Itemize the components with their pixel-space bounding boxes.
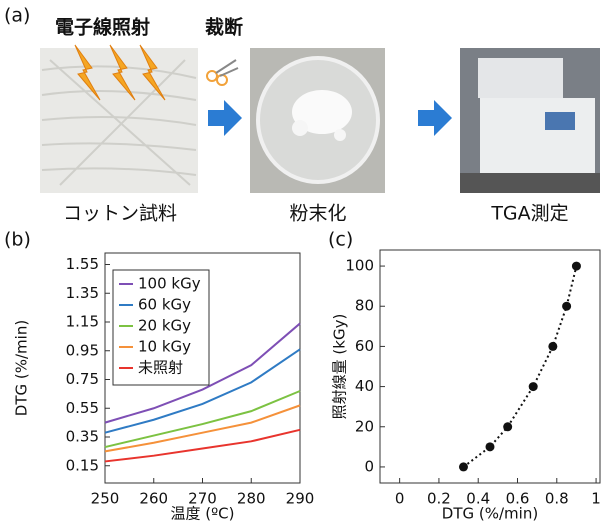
legend-label: 未照射 [138, 359, 183, 377]
y-tick-label: 0.75 [66, 370, 99, 388]
x-tick-label: 0 [395, 490, 405, 508]
legend-label: 100 kGy [138, 275, 201, 293]
cotton-photo [40, 45, 198, 193]
data-point [548, 342, 557, 351]
x-tick-label: 250 [91, 490, 120, 508]
x-axis-title: DTG (%/min) [442, 505, 538, 523]
legend-label: 60 kGy [138, 296, 191, 314]
x-tick-label: 280 [237, 490, 266, 508]
panel-label: (a) [4, 5, 30, 27]
data-line [105, 391, 300, 447]
scissors-icon [207, 60, 238, 85]
panel-label: (c) [328, 229, 353, 251]
step-label: 裁断 [205, 16, 243, 39]
y-axis-title: DTG (%/min) [13, 320, 31, 416]
y-tick-label: 80 [355, 297, 374, 315]
data-point [562, 302, 571, 311]
y-tick-label: 0.35 [66, 428, 99, 446]
arrow [418, 100, 452, 136]
x-tick-label: 1 [591, 490, 601, 508]
trend-line [463, 266, 576, 467]
y-tick-label: 0.55 [66, 399, 99, 417]
y-tick-label: 1.15 [66, 313, 99, 331]
data-line [105, 405, 300, 451]
legend-label: 10 kGy [138, 338, 191, 356]
powder-photo [250, 48, 385, 193]
y-tick-label: 40 [355, 377, 374, 395]
tga-photo [460, 48, 600, 193]
y-tick-label: 100 [345, 257, 374, 275]
x-tick-label: 290 [286, 490, 315, 508]
y-axis-title: 照射線量 (kGy) [331, 314, 349, 420]
legend-label: 20 kGy [138, 317, 191, 335]
x-axis-title: 温度 (ºC) [170, 505, 234, 523]
caption: 粉末化 [289, 203, 346, 225]
x-tick-label: 260 [139, 490, 168, 508]
step-label: 電子線照射 [55, 16, 150, 39]
figure: (a) 電子線照射 裁断 コットン試料 粉末化 TGA測定 (b) 0.15 0.3… [0, 0, 601, 525]
y-tick-label: 1.35 [66, 284, 99, 302]
data-point [572, 262, 581, 271]
data-point [529, 382, 538, 391]
arrow [208, 100, 242, 136]
y-tick-label: 60 [355, 337, 374, 355]
data-point [486, 442, 495, 451]
y-tick-label: 1.55 [66, 255, 99, 273]
data-point [503, 422, 512, 431]
panel-label: (b) [4, 229, 31, 251]
caption: TGA測定 [490, 203, 568, 225]
data-point [459, 462, 468, 471]
caption: コットン試料 [63, 203, 177, 225]
y-tick-label: 20 [355, 417, 374, 435]
y-tick-label: 0.15 [66, 456, 99, 474]
x-tick-label: 0.8 [545, 490, 569, 508]
y-tick-label: 0.95 [66, 341, 99, 359]
y-tick-label: 0 [364, 457, 374, 475]
